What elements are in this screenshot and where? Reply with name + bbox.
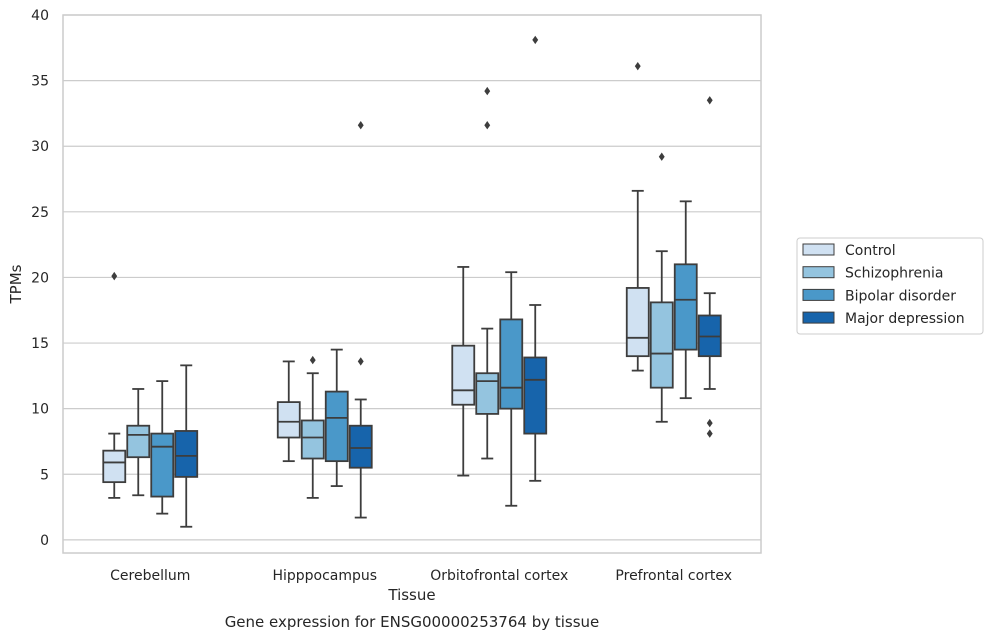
box-control	[625, 61, 650, 372]
box-iqr	[523, 356, 548, 435]
outlier-marker	[658, 152, 665, 161]
box-major-depression	[348, 121, 373, 519]
box-control	[102, 271, 127, 499]
box-iqr	[102, 449, 127, 484]
chart-caption: Gene expression for ENSG00000253764 by t…	[225, 613, 600, 631]
box-iqr	[348, 424, 373, 469]
legend-label: Bipolar disorder	[845, 288, 956, 304]
box-bipolar-disorder	[673, 200, 698, 400]
x-tick-label: Orbitofrontal cortex	[430, 568, 568, 584]
box-schizophrenia	[300, 355, 325, 499]
legend-label: Schizophrenia	[845, 266, 943, 282]
box-schizophrenia	[126, 388, 151, 497]
y-tick-label: 40	[31, 8, 49, 24]
box-major-depression	[174, 364, 199, 528]
legend-swatch	[802, 243, 835, 256]
legend-label: Major depression	[845, 311, 965, 327]
outlier-marker	[357, 121, 364, 130]
box-major-depression	[523, 35, 548, 482]
y-tick-label: 15	[31, 336, 49, 352]
outlier-marker	[706, 429, 713, 438]
outlier-marker	[309, 355, 316, 365]
x-tick-label: Cerebellum	[110, 568, 190, 584]
y-tick-label: 10	[31, 402, 49, 418]
legend-swatch	[802, 266, 835, 279]
legend-label: Control	[845, 243, 896, 259]
box-schizophrenia	[475, 86, 500, 460]
box-iqr	[499, 318, 524, 410]
outlier-marker	[706, 418, 713, 428]
x-tick-label: Hipppocampus	[272, 568, 377, 584]
box-iqr	[300, 419, 325, 460]
box-iqr	[126, 424, 151, 459]
outlier-marker	[634, 61, 641, 71]
outlier-marker	[484, 121, 491, 130]
box-bipolar-disorder	[499, 271, 524, 507]
box-control	[276, 360, 301, 463]
outlier-marker	[357, 357, 364, 366]
y-tick-label: 25	[31, 205, 49, 221]
outlier-marker	[706, 96, 713, 105]
box-bipolar-disorder	[150, 380, 175, 515]
box-iqr	[150, 432, 175, 498]
box-iqr	[174, 430, 199, 478]
outlier-marker	[111, 271, 118, 281]
box-iqr	[475, 372, 500, 415]
box-bipolar-disorder	[324, 348, 349, 487]
legend-box	[796, 237, 984, 335]
legend-swatch	[802, 288, 835, 301]
outlier-marker	[532, 35, 539, 45]
y-tick-label: 35	[31, 74, 49, 90]
y-tick-label: 20	[31, 270, 49, 286]
box-iqr	[451, 344, 476, 406]
box-control	[451, 266, 476, 477]
x-axis-label: Tissue	[387, 586, 435, 604]
legend-swatch	[802, 311, 835, 324]
y-tick-label: 30	[31, 139, 49, 155]
y-tick-label: 5	[40, 467, 49, 483]
box-iqr	[649, 301, 674, 389]
box-iqr	[324, 390, 349, 463]
box-iqr	[673, 263, 698, 351]
box-major-depression	[697, 96, 722, 438]
box-schizophrenia	[649, 152, 674, 423]
y-tick-labels: 0 5 10 15 20 25 30 35 40	[31, 8, 49, 549]
y-axis-label: TPMs	[7, 264, 25, 304]
box-iqr	[625, 287, 650, 358]
x-tick-label: Prefrontal cortex	[615, 568, 732, 584]
y-tick-label: 0	[40, 533, 49, 549]
boxes	[102, 35, 722, 528]
outlier-marker	[484, 86, 491, 96]
plot-frame	[62, 14, 762, 554]
x-tick-labels: Cerebellum Hipppocampus Orbitofrontal cort…	[110, 568, 732, 584]
box-iqr	[276, 401, 301, 439]
legend: Control Schizophrenia Bipolar disorder Majo…	[796, 237, 984, 335]
